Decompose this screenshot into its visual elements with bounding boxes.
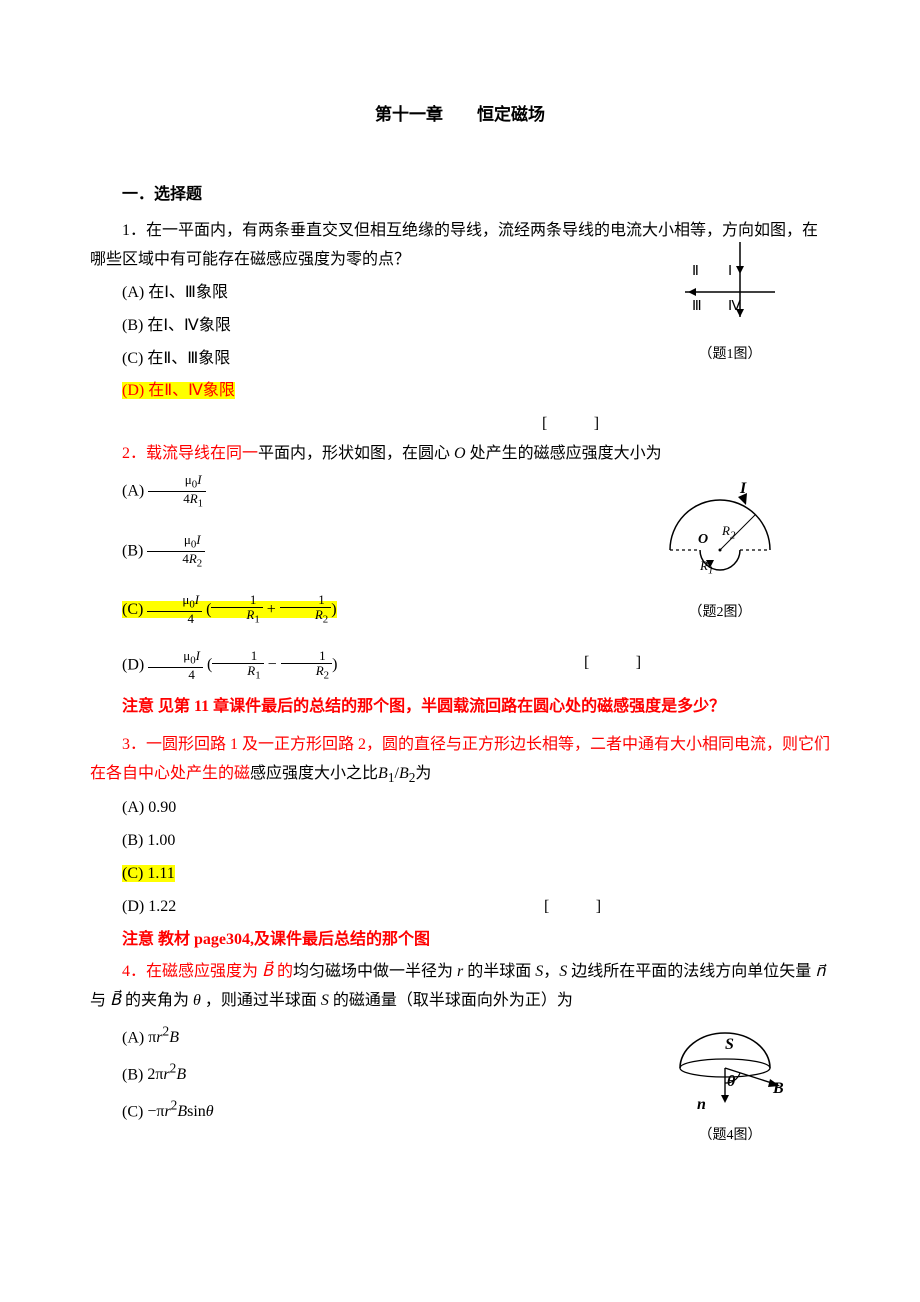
q2-c-label: (C) [122, 601, 143, 618]
fig1-q1: Ⅰ [728, 259, 732, 284]
question-4: 4．在磁感应强度为 B⃗ 的均匀磁场中做一半径为 r 的半球面 S，S 边线所在… [90, 958, 830, 1127]
q2-a-formula: μ0I4R1 [148, 473, 206, 511]
fig1-q2: Ⅱ [692, 259, 699, 284]
q2-text-mid: 平面内，形状如图，在圆心 [258, 445, 454, 462]
q3-text-pre: 3．一圆形回路 1 及一正方形回路 2，圆的直径与正方形边长相等，二者中通有大小… [90, 736, 830, 782]
q2-option-d: (D) μ0I4 (1R1 − 1R2) [ ] [90, 649, 830, 683]
q3-option-b: (B) 1.00 [90, 827, 830, 856]
figure-4: S θ n⃗ B⃗ （题4图） [655, 1013, 805, 1148]
q2-c-formula: μ0I4 (1R1 + 1R2) [147, 601, 336, 618]
q3-text-post: 感应强度大小之比 [250, 765, 378, 782]
q2-b-label: (B) [122, 543, 143, 560]
q3-text-end: 为 [415, 765, 431, 782]
q3-bracket: [ ] [512, 893, 606, 922]
fig4-caption: （题4图） [655, 1123, 805, 1148]
fig4-theta: θ [727, 1068, 735, 1097]
q2-b-formula: μ0I4R2 [147, 533, 205, 571]
fig2-R1: R1 [700, 554, 713, 581]
fig4-B: B⃗ [773, 1075, 796, 1104]
q4-a-label: (A) [122, 1029, 144, 1046]
q1-option-d: (D) 在Ⅱ、Ⅳ象限 [90, 377, 830, 406]
q1-bracket: [ ] [542, 410, 604, 439]
q2-text-pre: 2．载流导线在同一 [122, 445, 258, 462]
figure-2: I O R2 R1 （题2图） [640, 475, 800, 625]
fig2-O: O [698, 527, 708, 552]
q1-d-highlight: (D) 在Ⅱ、Ⅳ象限 [122, 382, 235, 399]
fig2-svg [650, 475, 790, 585]
question-3: 3．一圆形回路 1 及一正方形回路 2，圆的直径与正方形边长相等，二者中通有大小… [90, 731, 830, 921]
q3-option-c: (C) 1.11 [90, 860, 830, 889]
chapter-title: 第十一章 恒定磁场 [90, 100, 830, 131]
fig1-caption: （题1图） [650, 342, 810, 367]
fig1-q4: Ⅳ [728, 294, 741, 319]
q2-d-label: (D) [122, 656, 144, 673]
q3-text: 3．一圆形回路 1 及一正方形回路 2，圆的直径与正方形边长相等，二者中通有大小… [90, 731, 830, 790]
q4-c-label: (C) [122, 1103, 143, 1120]
q3-option-a: (A) 0.90 [90, 794, 830, 823]
q2-d-formula: μ0I4 (1R1 − 1R2) [148, 656, 337, 673]
q3-d-text: (D) 1.22 [122, 898, 176, 915]
figure-1: Ⅰ Ⅱ Ⅲ Ⅳ （题1图） [650, 237, 810, 367]
fig2-I: I [740, 475, 746, 504]
q3-c-highlight: (C) 1.11 [122, 865, 175, 882]
section-header: 一．选择题 [90, 181, 830, 210]
question-1: 1．在一平面内，有两条垂直交叉但相互绝缘的导线，流经两条导线的电流大小相等，方向… [90, 217, 830, 432]
fig1-q3: Ⅲ [692, 294, 702, 319]
q4-c-formula: −πr2Bsinθ [147, 1103, 213, 1120]
note-1: 注意 见第 11 章课件最后的总结的那个图，半圆载流回路在圆心处的磁感强度是多少… [90, 693, 830, 722]
fig2-R2: R2 [722, 519, 735, 546]
q4-b-label: (B) [122, 1066, 143, 1083]
q4-text: 4．在磁感应强度为 B⃗ 的均匀磁场中做一半径为 r 的半球面 S，S 边线所在… [90, 958, 830, 1016]
q4-a-formula: πr2B [148, 1029, 179, 1046]
fig4-S: S [725, 1031, 734, 1060]
q4-b-formula: 2πr2B [147, 1066, 186, 1083]
q3-ratio: B1/B2 [378, 765, 415, 782]
question-2: 2．载流导线在同一平面内，形状如图，在圆心 O 处产生的磁感应强度大小为 (A)… [90, 440, 830, 682]
q2-text: 2．载流导线在同一平面内，形状如图，在圆心 O 处产生的磁感应强度大小为 [90, 440, 830, 469]
q4-text-red: 4．在磁感应强度为 B⃗ 的 [122, 963, 293, 980]
q2-text-post: 处产生的磁感应强度大小为 [466, 445, 662, 462]
q2-c-highlight: (C) μ0I4 (1R1 + 1R2) [122, 601, 337, 618]
fig4-n: n⃗ [697, 1091, 718, 1120]
fig2-caption: （题2图） [640, 600, 800, 625]
q3-option-d: (D) 1.22 [ ] [90, 893, 830, 922]
q2-O: O [454, 445, 466, 462]
note-2: 注意 教材 page304,及课件最后总结的那个图 [90, 926, 830, 955]
q2-a-label: (A) [122, 483, 144, 500]
q2-bracket: [ ] [552, 649, 646, 678]
